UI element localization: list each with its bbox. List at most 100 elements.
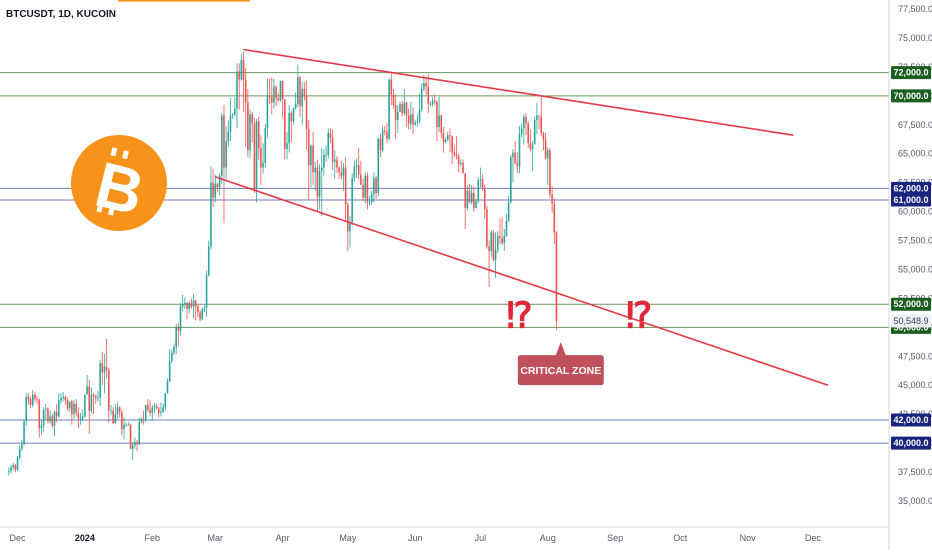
candle-body <box>410 114 412 124</box>
candle-body <box>310 145 312 166</box>
candle-body <box>473 193 475 209</box>
candle-body <box>423 83 425 89</box>
candle-body <box>131 445 134 449</box>
candle-body <box>275 86 277 99</box>
candle-body <box>99 363 101 398</box>
candle-body <box>290 113 293 122</box>
candle-body <box>58 400 60 417</box>
candle-body <box>260 147 262 168</box>
price-level-badge-label: 61,000.0 <box>893 195 928 205</box>
candle-body <box>414 122 416 125</box>
candle-body <box>442 132 445 143</box>
candle-body <box>71 401 73 415</box>
candle-body <box>340 172 343 176</box>
candle-body <box>160 411 162 414</box>
critical-zone-callout[interactable] <box>517 342 604 386</box>
candle-body <box>210 182 212 247</box>
candle-body <box>407 115 410 124</box>
candle-body <box>277 98 280 101</box>
candle-body <box>323 154 325 168</box>
candle-body <box>144 404 147 420</box>
candle-body <box>370 194 373 203</box>
candle-body <box>166 381 169 394</box>
candle-body <box>318 171 321 197</box>
candle-body <box>312 145 314 173</box>
candle-body <box>138 422 141 445</box>
candle-body <box>388 79 390 139</box>
candle-body <box>453 152 456 155</box>
candle-body <box>505 220 508 236</box>
time-tick-label: Dec <box>805 533 822 543</box>
candle-body <box>394 105 397 121</box>
candle-body <box>181 304 184 307</box>
candle-body <box>110 410 112 412</box>
candle-body <box>546 150 549 159</box>
candle-body <box>429 103 432 105</box>
candle-body <box>118 407 121 412</box>
candle-body <box>494 249 497 261</box>
candle-body <box>214 183 217 198</box>
price-tick-label: 55,000.0 <box>898 264 932 274</box>
candle-body <box>405 102 408 116</box>
candle-body <box>292 108 295 122</box>
candle-body <box>412 114 414 125</box>
candle-body <box>14 465 17 470</box>
candle-body <box>66 400 69 409</box>
price-level-badge-label: 72,000.0 <box>893 68 928 78</box>
price-level-badge <box>891 193 931 207</box>
candle-body <box>455 154 458 157</box>
candle-body <box>168 360 171 382</box>
candle-body <box>236 71 238 109</box>
trendline[interactable] <box>215 176 829 386</box>
candle-body <box>153 406 156 408</box>
candle-body <box>162 407 164 412</box>
candle-body <box>140 418 143 423</box>
price-tick-label: 57,500.0 <box>898 236 932 246</box>
candle-body <box>331 137 334 162</box>
candle-body <box>266 95 269 129</box>
trendline[interactable] <box>243 48 794 136</box>
candle-body <box>273 86 275 103</box>
candle-body <box>242 59 245 80</box>
candle-body <box>427 86 430 104</box>
time-tick-label: Feb <box>145 533 161 543</box>
price-tick-label: 60,000.0 <box>898 207 932 217</box>
candle-body <box>542 132 545 140</box>
candle-body <box>510 157 512 203</box>
candle-body <box>175 327 177 348</box>
candle-body <box>121 411 123 430</box>
candle-body <box>264 128 267 163</box>
candle-body <box>401 103 403 114</box>
candle-body <box>123 424 125 430</box>
price-level-badge-label: 70,000.0 <box>893 91 928 101</box>
candle-body <box>357 165 360 175</box>
candle-body <box>188 303 191 309</box>
candle-body <box>390 79 393 95</box>
candle-body <box>194 300 197 307</box>
price-level-badge <box>891 436 931 450</box>
candle-body <box>31 394 34 405</box>
candle-body <box>336 159 338 168</box>
candle-body <box>433 100 436 102</box>
candle-body <box>403 102 406 114</box>
candle-body <box>436 101 438 128</box>
candle-body <box>531 144 534 150</box>
candle-body <box>75 403 78 414</box>
candle-body <box>29 399 32 405</box>
candle-body <box>307 129 310 166</box>
candle-body <box>314 167 317 173</box>
price-level-badge <box>891 297 931 311</box>
candle-body <box>355 165 358 167</box>
candle-body <box>10 467 12 471</box>
candle-body <box>268 95 271 97</box>
candle-body <box>216 183 219 188</box>
candle-body <box>499 235 501 239</box>
candle-body <box>549 150 551 195</box>
candle-body <box>171 352 173 361</box>
candle-body <box>77 413 80 419</box>
candle-body <box>373 178 375 195</box>
candle-body <box>55 411 58 417</box>
candle-body <box>94 395 97 398</box>
